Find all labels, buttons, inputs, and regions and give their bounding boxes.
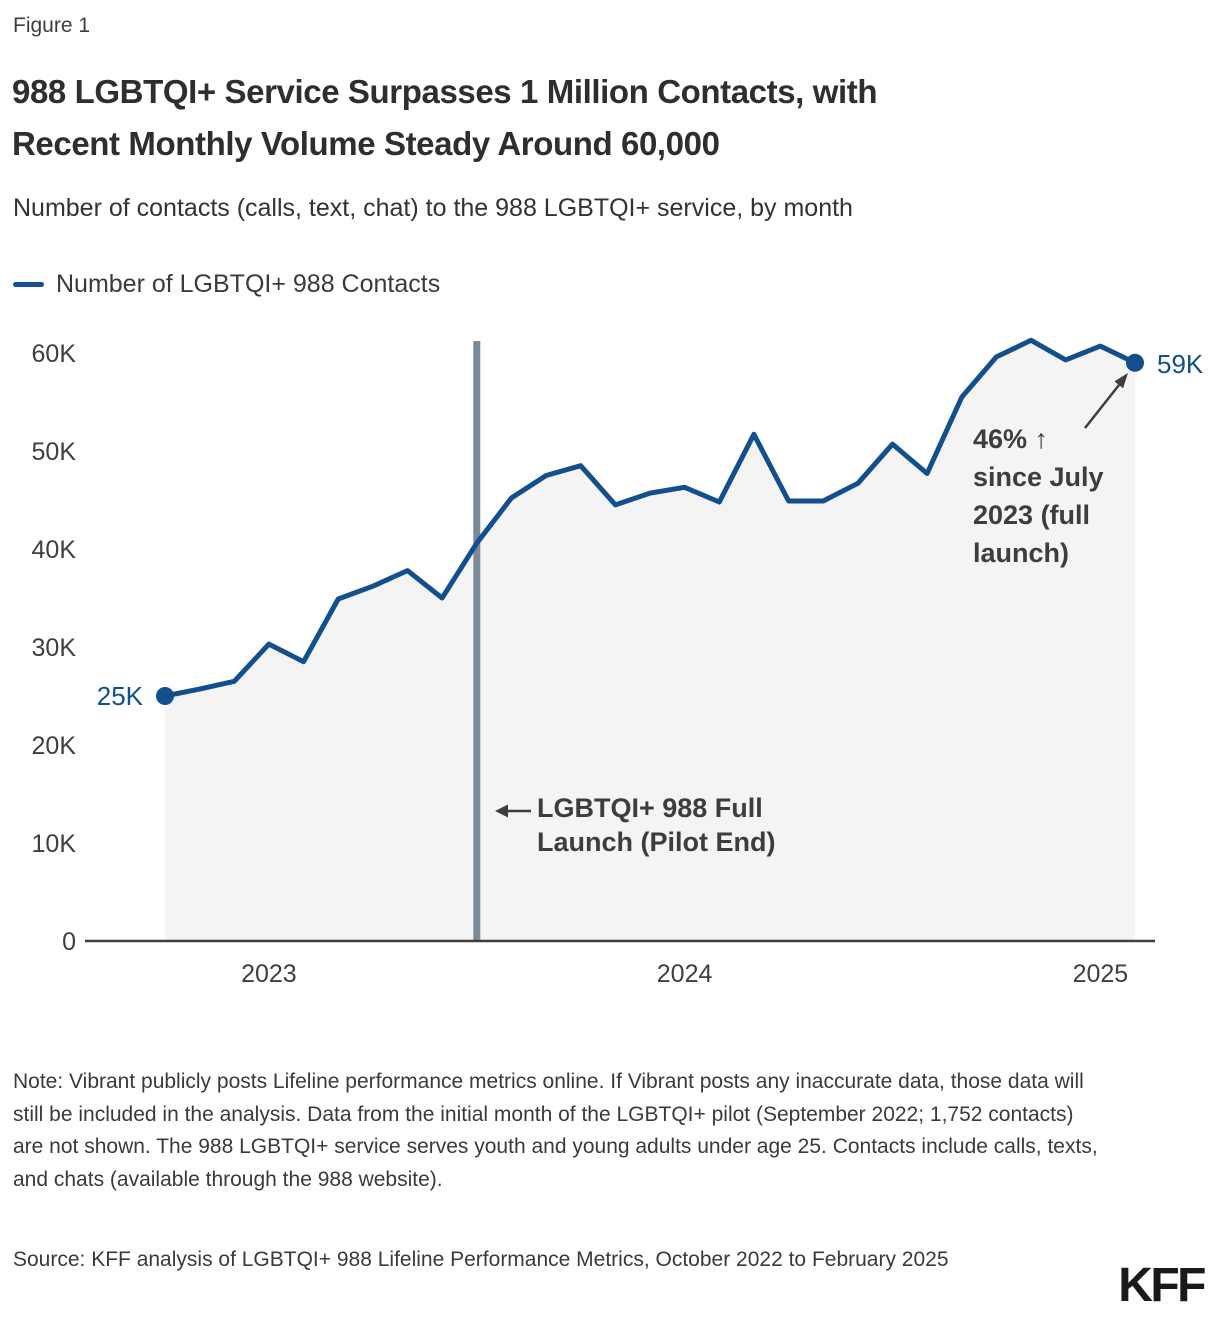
increase-text-line3: 2023 (full xyxy=(973,500,1090,530)
chart-note: Note: Vibrant publicly posts Lifeline pe… xyxy=(13,1070,1098,1191)
y-tick-label: 60K xyxy=(32,340,77,368)
y-axis-ticks: 0 10K 20K 30K 40K 50K 60K xyxy=(32,340,77,956)
diagonal-arrow-icon xyxy=(1084,384,1120,429)
legend: Number of LGBTQI+ 988 Contacts xyxy=(13,270,440,299)
increase-text-line1: 46% ↑ xyxy=(973,424,1048,454)
diagonal-arrow-head-icon xyxy=(1114,373,1128,389)
x-tick-label: 2024 xyxy=(657,960,713,988)
full-launch-text-line1: LGBTQI+ 988 Full xyxy=(537,793,763,823)
last-point-dot xyxy=(1126,353,1144,372)
figure-label: Figure 1 xyxy=(13,14,91,37)
y-tick-label: 0 xyxy=(62,928,76,956)
y-tick-label: 10K xyxy=(32,830,77,858)
legend-line-swatch xyxy=(13,282,44,287)
first-point-dot xyxy=(156,687,174,705)
x-tick-label: 2023 xyxy=(241,960,297,988)
full-launch-text-line2: Launch (Pilot End) xyxy=(537,827,775,857)
first-point-label: 25K xyxy=(97,681,144,711)
kff-logo: KFF xyxy=(1118,1259,1206,1312)
chart-subtitle: Number of contacts (calls, text, chat) t… xyxy=(13,194,853,222)
chart-source: Source: KFF analysis of LGBTQI+ 988 Life… xyxy=(13,1248,949,1271)
increase-annotation: 46% ↑ since July 2023 (full launch) xyxy=(973,373,1128,568)
y-tick-label: 30K xyxy=(32,634,77,662)
y-tick-label: 40K xyxy=(32,536,77,564)
area-fill xyxy=(165,340,1135,941)
x-tick-label: 2025 xyxy=(1073,960,1129,988)
page-title: 988 LGBTQI+ Service Surpasses 1 Million … xyxy=(12,66,1162,170)
left-arrow-head-icon xyxy=(495,804,508,818)
y-tick-label: 20K xyxy=(32,732,77,760)
title-line-1: 988 LGBTQI+ Service Surpasses 1 Million … xyxy=(12,73,878,110)
increase-text-line2: since July xyxy=(973,462,1104,492)
title-line-2: Recent Monthly Volume Steady Around 60,0… xyxy=(12,125,720,162)
increase-text-line4: launch) xyxy=(973,538,1069,568)
last-point-label: 59K xyxy=(1157,349,1204,379)
x-axis-ticks: 2023 2024 2025 xyxy=(241,960,1128,988)
y-tick-label: 50K xyxy=(32,438,77,466)
contacts-line xyxy=(162,337,1138,699)
legend-label: Number of LGBTQI+ 988 Contacts xyxy=(56,270,441,298)
full-launch-annotation: LGBTQI+ 988 Full Launch (Pilot End) xyxy=(495,793,775,857)
contacts-line-chart: 25K 59K 0 10K 20K 30K 40K 50K 60K 2023 2024 2025… xyxy=(32,337,1204,988)
